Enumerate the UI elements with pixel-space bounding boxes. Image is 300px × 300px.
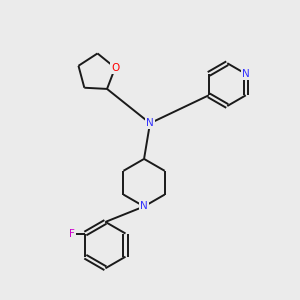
Text: F: F: [69, 229, 75, 238]
Text: N: N: [140, 202, 148, 212]
Text: N: N: [146, 118, 154, 128]
Text: O: O: [111, 63, 119, 73]
Text: N: N: [242, 69, 250, 79]
